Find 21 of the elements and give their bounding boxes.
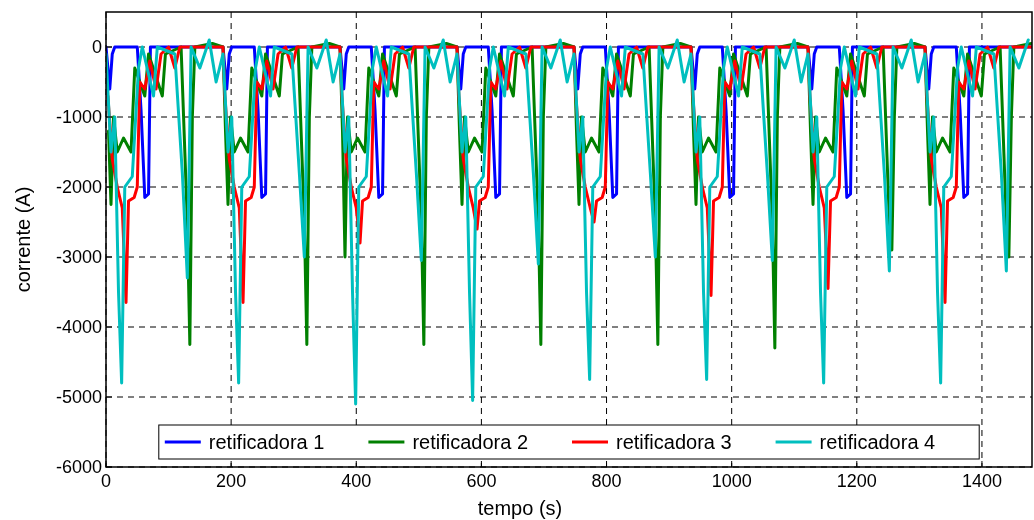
y-tick-label: 0 [91,37,102,57]
y-tick-label: -2000 [55,177,102,197]
y-tick-label: -6000 [55,457,102,477]
x-tick-label: 1200 [836,471,877,491]
legend-label: retificadora 1 [208,431,325,453]
y-tick-label: -1000 [55,107,102,127]
x-tick-label: 600 [466,471,497,491]
y-axis-title: corrente (A) [12,186,34,293]
x-tick-label: 1400 [961,471,1002,491]
y-tick-label: -5000 [55,387,102,407]
x-tick-label: 1000 [711,471,752,491]
x-axis-title: tempo (s) [477,497,563,519]
legend-label: retificadora 3 [616,431,732,453]
y-tick-label: -3000 [55,247,102,267]
y-tick-label: -4000 [55,317,102,337]
x-tick-label: 800 [591,471,622,491]
x-tick-label: 200 [216,471,247,491]
x-tick-label: 400 [341,471,372,491]
line-series [106,38,1030,406]
legend-label: retificadora 2 [412,431,529,453]
legend-label: retificadora 4 [819,431,936,453]
